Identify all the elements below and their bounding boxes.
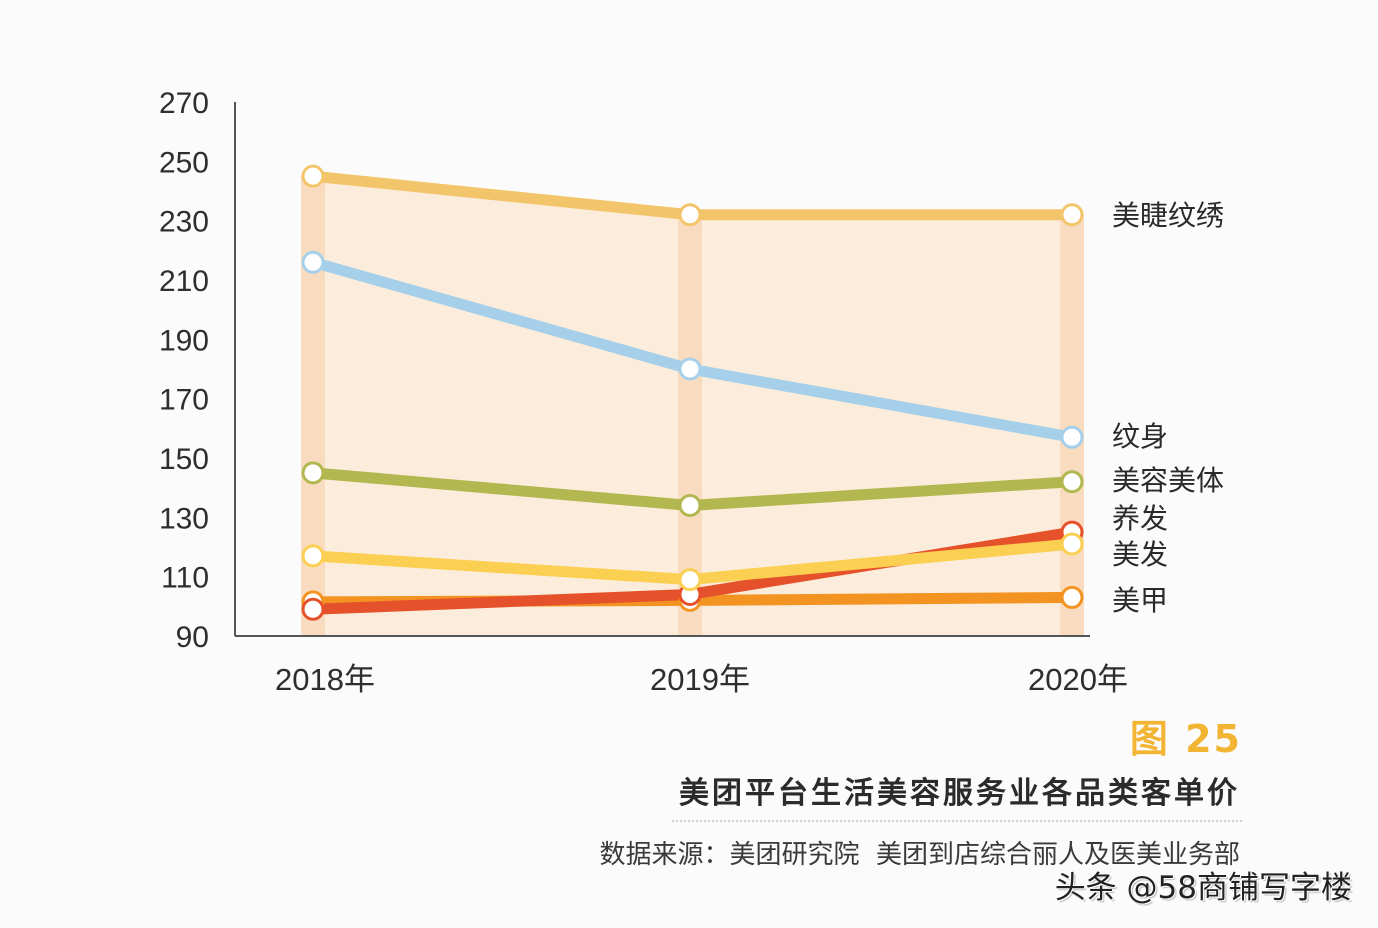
year-band [1060,214,1084,636]
line-chart: 270 250 230 210 190 170 150 130 110 90 2018年 2019年 2… [159,87,1224,697]
y-tick-label: 130 [159,502,209,535]
series-label: 养发 [1112,502,1168,535]
y-tick-label: 170 [159,384,209,417]
data-source: 数据来源：美团研究院 美团到店综合丽人及医美业务部 [599,840,1240,870]
figure-number: 图 25 [1129,717,1242,761]
y-tick-label: 110 [161,562,209,595]
y-tick-label: 210 [159,265,209,298]
x-tick-label: 2019年 [650,662,750,697]
data-point-marker [678,203,702,227]
y-tick-label: 150 [159,443,209,476]
data-point-marker [1060,585,1084,609]
series-label: 美甲 [1112,584,1168,617]
x-tick-label: 2020年 [1028,662,1128,697]
y-tick-label: 230 [159,206,209,239]
series-label: 纹身 [1112,420,1168,453]
series-label: 美容美体 [1112,464,1224,497]
y-tick-label: 270 [159,87,209,120]
y-tick-label: 250 [159,146,209,179]
data-point-marker [301,164,325,188]
data-point-marker [1060,470,1084,494]
watermark: 头条 @58商铺写字楼 [1054,870,1352,906]
series-markers [301,164,1084,621]
data-point-marker [678,568,702,592]
data-point-marker [1060,532,1084,556]
data-point-marker [1060,203,1084,227]
axes: 270 250 230 210 190 170 150 130 110 90 2018年 2019年 2… [159,87,1128,697]
year-band [678,214,702,636]
data-point-marker [678,493,702,517]
chart-title: 美团平台生活美容服务业各品类客单价 [679,776,1240,811]
y-tick-label: 90 [176,621,209,654]
data-point-marker [301,544,325,568]
x-tick-label: 2018年 [275,662,375,697]
series-label: 美睫纹绣 [1112,199,1224,232]
data-point-marker [301,250,325,274]
y-tick-label: 190 [159,324,209,357]
data-point-marker [301,461,325,485]
divider [672,820,1242,822]
series-label: 美发 [1112,538,1168,571]
data-point-marker [301,597,325,621]
data-point-marker [678,357,702,381]
data-point-marker [1060,425,1084,449]
